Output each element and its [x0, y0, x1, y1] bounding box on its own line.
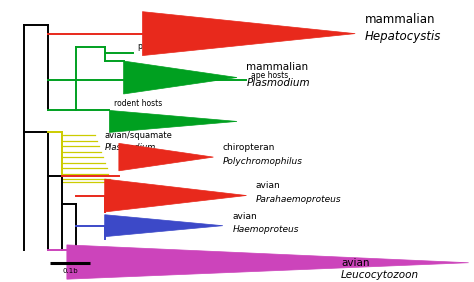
Polygon shape — [67, 245, 469, 279]
Text: Haemoproteus: Haemoproteus — [232, 225, 299, 234]
Text: Parahaemoproteus: Parahaemoproteus — [256, 195, 342, 204]
Text: 0.1b: 0.1b — [63, 268, 78, 274]
Text: Polychromophilus: Polychromophilus — [223, 157, 303, 166]
Text: mammalian: mammalian — [365, 14, 435, 27]
Text: chiropteran: chiropteran — [223, 143, 275, 152]
Text: Plasmodium: Plasmodium — [105, 143, 156, 152]
Polygon shape — [143, 12, 355, 56]
Text: avian/squamate: avian/squamate — [105, 131, 173, 140]
Polygon shape — [109, 111, 237, 132]
Polygon shape — [119, 143, 213, 171]
Text: Plasmodium: Plasmodium — [246, 78, 310, 88]
Text: mammalian: mammalian — [246, 61, 309, 72]
Polygon shape — [105, 215, 223, 237]
Text: avian: avian — [341, 258, 369, 268]
Text: avian: avian — [232, 212, 257, 221]
Text: rodent hosts: rodent hosts — [114, 99, 163, 108]
Polygon shape — [105, 179, 246, 212]
Polygon shape — [124, 61, 237, 94]
Text: avian: avian — [256, 181, 281, 190]
Text: Leucocytozoon: Leucocytozoon — [341, 270, 419, 280]
Text: ape hosts: ape hosts — [251, 71, 288, 80]
Text: primate hosts: primate hosts — [138, 42, 191, 51]
Text: Hepatocystis: Hepatocystis — [365, 30, 441, 43]
